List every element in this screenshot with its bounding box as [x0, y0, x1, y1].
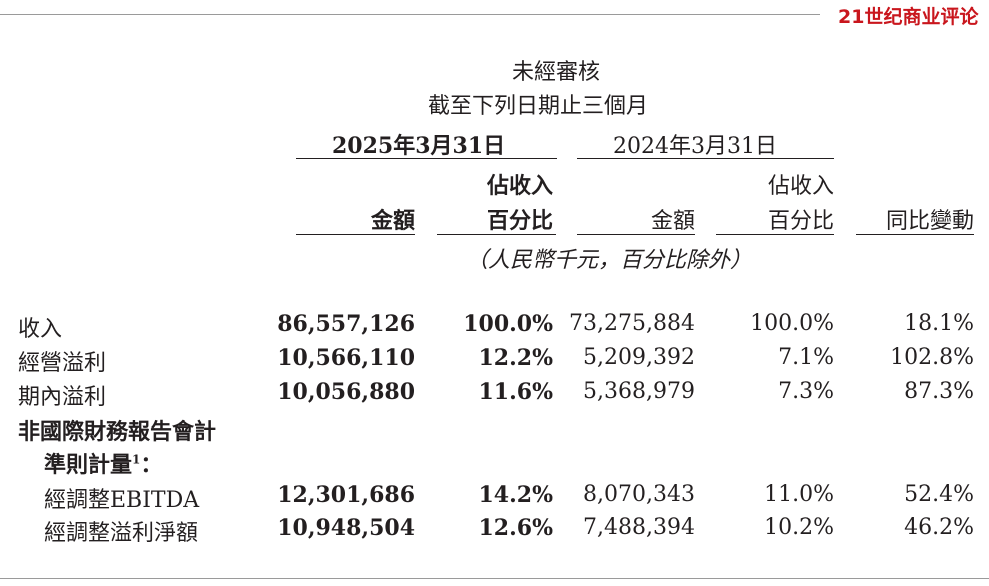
- row-adj-ebitda-cur-amount: 12,301,686: [277, 482, 415, 508]
- row-revenue-cur-pct: 100.0%: [463, 311, 553, 337]
- col-amount-prior: 金額: [650, 209, 695, 234]
- row-operating-profit-cur-amount: 10,566,110: [277, 345, 415, 371]
- col-rule-5: [856, 234, 974, 235]
- row-label-operating-profit: 經營溢利: [18, 351, 107, 376]
- col-rule-1: [296, 234, 415, 235]
- col-yoy: 同比變動: [885, 209, 974, 234]
- row-adj-net-profit-yoy: 46.2%: [904, 515, 974, 540]
- col-pct-current-line2: 百分比: [486, 208, 553, 234]
- row-label-adj-net-profit: 經調整溢利淨額: [44, 521, 199, 546]
- row-operating-profit-yoy: 102.8%: [890, 345, 974, 370]
- row-operating-profit-prior-pct: 7.1%: [778, 345, 834, 370]
- row-revenue-yoy: 18.1%: [904, 311, 974, 336]
- non-ifrs-heading-line2: 準則計量1：: [44, 452, 163, 478]
- col-pct-prior-line2: 百分比: [767, 209, 834, 234]
- row-operating-profit-cur-pct: 12.2%: [478, 345, 554, 371]
- row-adj-ebitda-yoy: 52.4%: [904, 482, 974, 507]
- row-adj-ebitda-prior-amount: 8,070,343: [583, 482, 695, 507]
- col-pct-prior-line1: 佔收入: [767, 174, 834, 199]
- row-period-profit-prior-pct: 7.3%: [778, 379, 834, 404]
- row-label-period-profit: 期內溢利: [18, 385, 107, 410]
- row-adj-ebitda-prior-pct: 11.0%: [764, 482, 834, 507]
- unit-note: （人民幣千元，百分比除外）: [466, 248, 753, 273]
- non-ifrs-heading-line1: 非國際財務報告會計: [18, 419, 217, 445]
- row-adj-ebitda-cur-pct: 14.2%: [478, 482, 554, 508]
- col-rule-4: [716, 234, 834, 235]
- row-revenue-prior-pct: 100.0%: [750, 311, 834, 336]
- bottom-divider: [0, 578, 989, 579]
- row-revenue-prior-amount: 73,275,884: [569, 311, 695, 336]
- row-period-profit-cur-amount: 10,056,880: [277, 379, 415, 405]
- row-adj-net-profit-cur-pct: 12.6%: [478, 515, 554, 541]
- publisher-watermark: 21世纪商业评论: [838, 6, 979, 28]
- row-period-profit-cur-pct: 11.6%: [478, 379, 554, 405]
- col-amount-current: 金額: [370, 208, 415, 234]
- period-current: 2025年3月31日: [332, 133, 506, 159]
- footnote-marker: 1: [132, 452, 141, 467]
- period-current-rule: [296, 158, 557, 159]
- top-divider: [0, 14, 820, 15]
- col-rule-2: [437, 234, 556, 235]
- period-prior: 2024年3月31日: [613, 134, 777, 159]
- row-label-adj-ebitda: 經調整EBITDA: [44, 488, 200, 513]
- row-label-revenue: 收入: [18, 317, 63, 342]
- row-adj-net-profit-prior-amount: 7,488,394: [583, 515, 695, 540]
- col-rule-3: [577, 234, 695, 235]
- period-prior-rule: [577, 158, 834, 159]
- header-unaudited: 未經審核: [512, 60, 601, 85]
- row-adj-net-profit-prior-pct: 10.2%: [764, 515, 834, 540]
- row-operating-profit-prior-amount: 5,209,392: [583, 345, 695, 370]
- row-revenue-cur-amount: 86,557,126: [277, 311, 415, 337]
- row-period-profit-prior-amount: 5,368,979: [583, 379, 695, 404]
- col-pct-current-line1: 佔收入: [486, 173, 553, 199]
- header-period-desc: 截至下列日期止三個月: [428, 94, 649, 119]
- row-adj-net-profit-cur-amount: 10,948,504: [277, 515, 415, 541]
- row-period-profit-yoy: 87.3%: [904, 379, 974, 404]
